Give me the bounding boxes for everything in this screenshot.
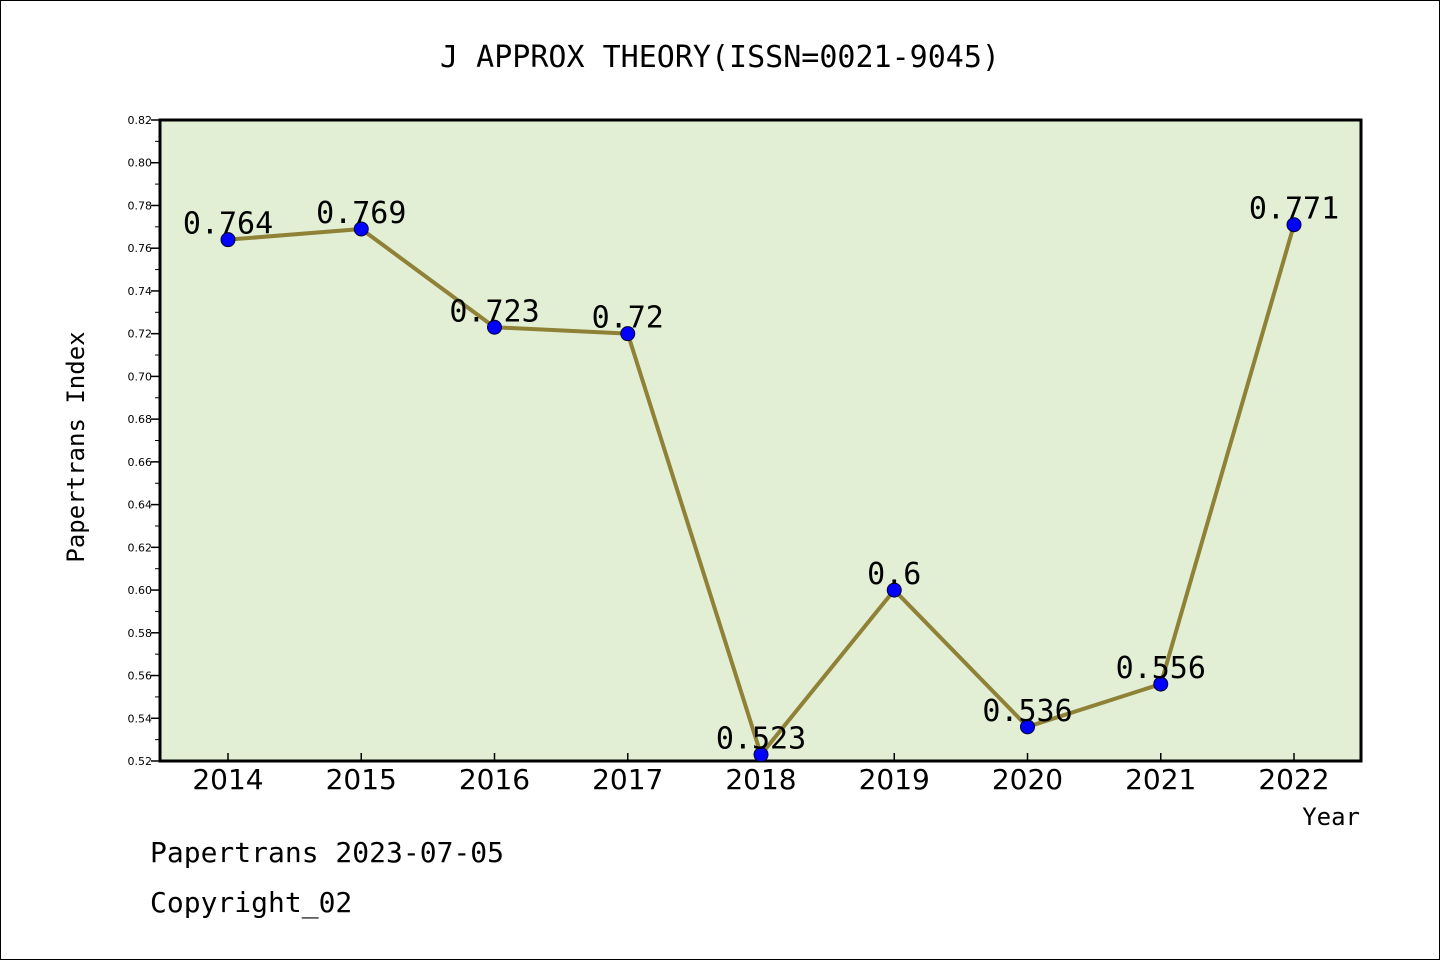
data-point: [1020, 719, 1035, 735]
y-tick-label: 0.66: [128, 456, 153, 469]
data-point: [220, 232, 236, 248]
data-point: [1286, 217, 1302, 233]
x-tick-label: 2021: [1125, 763, 1196, 796]
y-tick-label: 0.74: [128, 285, 153, 298]
chart-title: J APPROX THEORY(ISSN=0021-9045): [440, 40, 1000, 75]
y-tick-label: 0.62: [128, 541, 153, 554]
y-tick-label: 0.58: [128, 627, 153, 640]
x-tick-label: 2017: [592, 763, 663, 796]
y-tick-label: 0.82: [128, 114, 153, 127]
data-label: 0.536: [982, 694, 1072, 729]
y-tick-label: 0.70: [128, 370, 153, 383]
data-point: [886, 582, 902, 598]
data-label: 0.764: [183, 207, 273, 242]
data-point: [353, 221, 369, 237]
footer-date: Papertrans 2023-07-05: [150, 836, 505, 869]
x-tick-label: 2015: [326, 763, 397, 796]
x-tick-label: 2020: [992, 763, 1063, 796]
x-axis-label: Year: [1302, 803, 1360, 831]
y-tick-label: 0.64: [128, 499, 153, 512]
y-tick-label: 0.54: [128, 712, 153, 725]
y-tick-label: 0.56: [128, 670, 153, 683]
y-tick-label: 0.76: [128, 242, 153, 255]
y-tick-label: 0.68: [128, 413, 153, 426]
data-labels: 0.764 0.769 0.723 0.72 0.523 0.6 0.536 0.556 0.7…: [183, 192, 1339, 757]
x-tick-label: 2022: [1258, 763, 1329, 796]
y-tick-label: 0.72: [128, 328, 153, 341]
series-group: [220, 217, 1302, 763]
data-label: 0.6: [867, 557, 921, 592]
data-label: 0.72: [592, 301, 664, 336]
footer-copyright: Copyright_02: [150, 886, 353, 919]
data-label: 0.523: [716, 722, 806, 757]
y-tick-label: 0.78: [128, 199, 153, 212]
y-axis-label: Papertrans Index: [62, 331, 90, 562]
data-label: 0.556: [1116, 651, 1206, 686]
x-tick-label: 2018: [725, 763, 796, 796]
x-tick-label: 2014: [192, 763, 263, 796]
data-label: 0.723: [449, 294, 539, 329]
data-point: [1153, 676, 1169, 692]
y-tick-label: 0.80: [128, 157, 153, 170]
data-label: 0.769: [316, 196, 406, 231]
y-tick-label: 0.52: [128, 755, 153, 768]
y-tick-label: 0.60: [128, 584, 153, 597]
data-point: [620, 326, 636, 342]
data-label: 0.771: [1249, 192, 1339, 227]
x-tick-label: 2016: [459, 763, 530, 796]
data-point: [753, 747, 769, 763]
x-tick-label: 2019: [859, 763, 930, 796]
y-axis: 0.52 0.54 0.56 0.58 0.60 0.62 0.64 0.66 0.68 0.70…: [128, 114, 160, 768]
x-axis: 2014 2015 2016 2017 2018 2019 2020 2021 2022: [192, 753, 1330, 796]
data-point: [487, 319, 502, 335]
